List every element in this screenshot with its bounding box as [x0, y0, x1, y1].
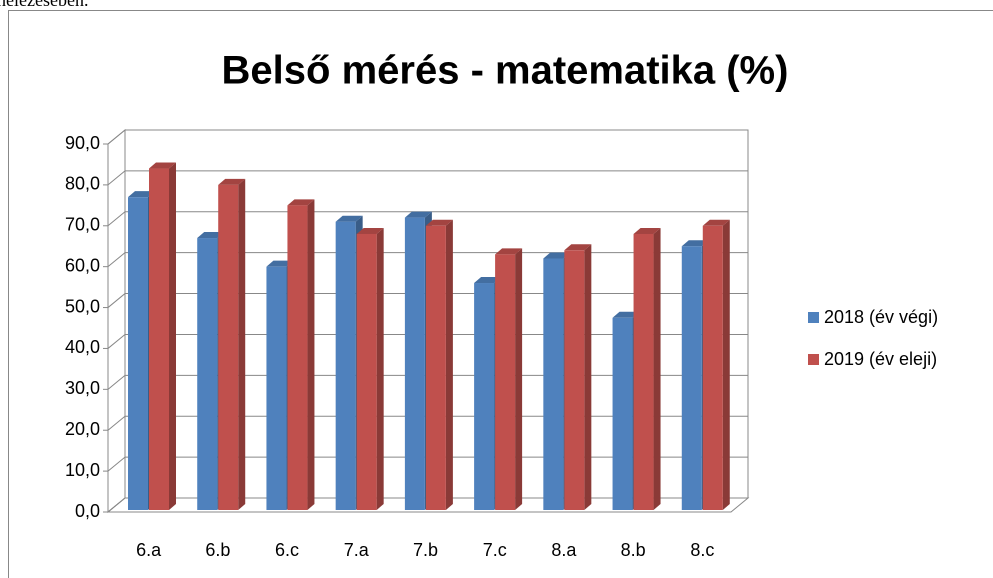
bar-side: [653, 227, 661, 510]
x-tick-label: 8.b: [621, 540, 646, 560]
bar-front: [543, 258, 564, 510]
bar-front: [266, 266, 287, 510]
y-tick-label: 50,0: [65, 296, 100, 316]
bar-top: [543, 252, 571, 259]
x-tick-label: 7.c: [483, 540, 507, 560]
y-tick-label: 60,0: [65, 255, 100, 275]
bar-front: [702, 225, 723, 510]
bar-top: [128, 191, 155, 198]
chart-border: [8, 10, 993, 578]
bar-top: [266, 260, 294, 267]
bar-front: [149, 168, 169, 511]
bar: [633, 227, 661, 510]
bar-side: [515, 248, 523, 510]
bar-side: [307, 199, 315, 511]
bar: [356, 227, 384, 510]
bar-front: [197, 238, 218, 511]
bar-front: [681, 246, 702, 510]
side-wall: [107, 128, 126, 514]
bar-front: [128, 197, 148, 510]
x-tick-label: 6.c: [275, 540, 299, 560]
bar-front: [425, 225, 446, 510]
chart-title: Belső mérés - matematika (%): [222, 49, 789, 93]
bar-top: [633, 227, 661, 234]
bar-front: [633, 233, 654, 510]
bar-top: [218, 178, 246, 185]
bar-side: [238, 178, 246, 510]
y-tick-label: 10,0: [65, 460, 100, 480]
page-text: ghelezésében.: [0, 0, 88, 10]
grid-line: [107, 252, 748, 268]
bar-front: [495, 254, 516, 510]
x-tick-label: 8.c: [690, 540, 714, 560]
bar-front: [335, 221, 356, 510]
grid-line: [107, 415, 748, 431]
legend-label: 2019 (év eleji): [824, 349, 937, 369]
bar-front: [218, 184, 239, 510]
bar-top: [404, 211, 432, 218]
grid-line: [107, 211, 748, 227]
y-tick-label: 70,0: [65, 215, 100, 235]
grid-line: [107, 374, 748, 390]
y-tick-label: 90,0: [65, 133, 100, 153]
bar-top: [702, 219, 730, 226]
bar-top: [287, 199, 315, 206]
grid-line: [107, 129, 748, 145]
y-tick-label: 80,0: [65, 174, 100, 194]
grid-line: [107, 333, 748, 349]
bar-front: [356, 233, 377, 510]
bar-front: [612, 317, 633, 510]
bar: [218, 178, 246, 510]
y-tick-label: 40,0: [65, 337, 100, 357]
bar-top: [495, 248, 523, 255]
bar-front: [404, 217, 425, 510]
bar-front: [287, 205, 308, 511]
bar-top: [356, 227, 384, 234]
bar: [495, 248, 523, 510]
bar-side: [445, 219, 453, 510]
bar-top: [197, 232, 225, 239]
bar-side: [169, 162, 176, 511]
grid-line: [107, 497, 748, 513]
grid-line: [107, 293, 748, 308]
grid-line: [107, 170, 748, 186]
x-tick-label: 7.a: [344, 540, 370, 560]
bar: [149, 162, 176, 511]
bar-top: [149, 162, 176, 169]
bar-top: [335, 215, 363, 222]
grid-line: [107, 456, 748, 472]
bar-front: [564, 250, 585, 511]
y-tick-label: 30,0: [65, 378, 100, 398]
bar: [564, 244, 592, 511]
y-tick-label: 20,0: [65, 419, 100, 439]
bar-top: [612, 311, 640, 318]
bar-side: [722, 219, 730, 510]
x-tick-label: 8.a: [551, 540, 577, 560]
bar-top: [425, 219, 453, 226]
x-tick-label: 7.b: [413, 540, 438, 560]
bar-top: [564, 244, 592, 251]
legend-swatch: [808, 354, 819, 365]
bar-side: [584, 244, 592, 511]
bar-top: [681, 240, 709, 247]
bar-top: [474, 277, 502, 284]
x-tick-label: 6.a: [136, 540, 162, 560]
bar-front: [474, 283, 495, 510]
legend-label: 2018 (év végi): [824, 307, 938, 327]
bar-side: [376, 227, 384, 510]
x-tick-label: 6.b: [205, 540, 230, 560]
legend-swatch: [808, 312, 819, 323]
bar: [425, 219, 453, 510]
bar: [702, 219, 730, 510]
y-tick-label: 0,0: [75, 501, 100, 521]
bar: [287, 199, 315, 511]
